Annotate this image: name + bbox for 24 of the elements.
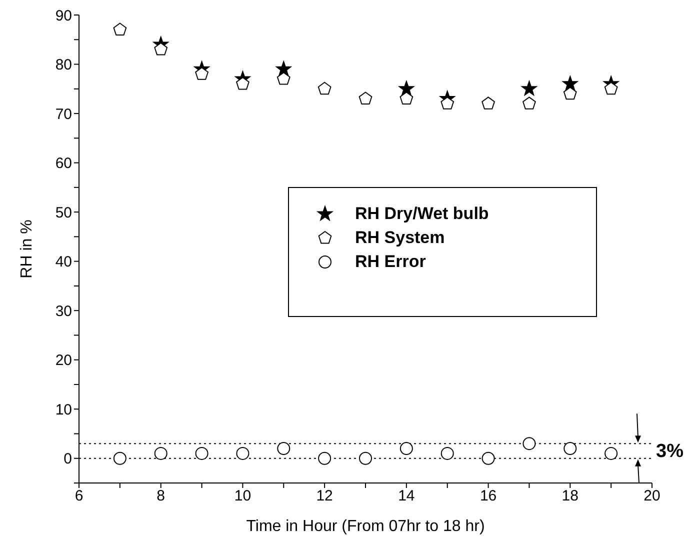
y-tick-label: 0 bbox=[64, 450, 72, 468]
x-tick-label: 16 bbox=[480, 488, 497, 505]
y-tick-label: 70 bbox=[55, 106, 72, 123]
y-tick-label: 60 bbox=[55, 155, 72, 172]
y-tick-label: 30 bbox=[55, 302, 72, 320]
y-tick-label: 20 bbox=[55, 352, 72, 370]
legend-label: RH System bbox=[355, 228, 445, 248]
x-tick-label: 12 bbox=[316, 488, 333, 505]
x-tick-label: 18 bbox=[562, 488, 578, 505]
x-tick-label: 10 bbox=[234, 488, 252, 505]
x-axis-title: Time in Hour (From 07hr to 18 hr) bbox=[246, 518, 485, 535]
y-tick-label: 10 bbox=[55, 401, 72, 418]
y-axis-title: RH in % bbox=[18, 220, 36, 278]
x-tick-label: 8 bbox=[156, 488, 166, 505]
text: 3% bbox=[656, 440, 684, 462]
y-tick-label: 80 bbox=[55, 56, 72, 74]
y-tick-label: 50 bbox=[55, 204, 72, 222]
legend-label: RH Error bbox=[355, 252, 426, 272]
x-tick-label: 20 bbox=[644, 488, 660, 505]
x-tick-label: 14 bbox=[398, 488, 415, 505]
y-tick-label: 90 bbox=[55, 7, 72, 24]
x-tick-label: 6 bbox=[74, 488, 84, 505]
legend-label: RH Dry/Wet bulb bbox=[355, 204, 489, 224]
y-tick-label: 40 bbox=[55, 254, 72, 271]
